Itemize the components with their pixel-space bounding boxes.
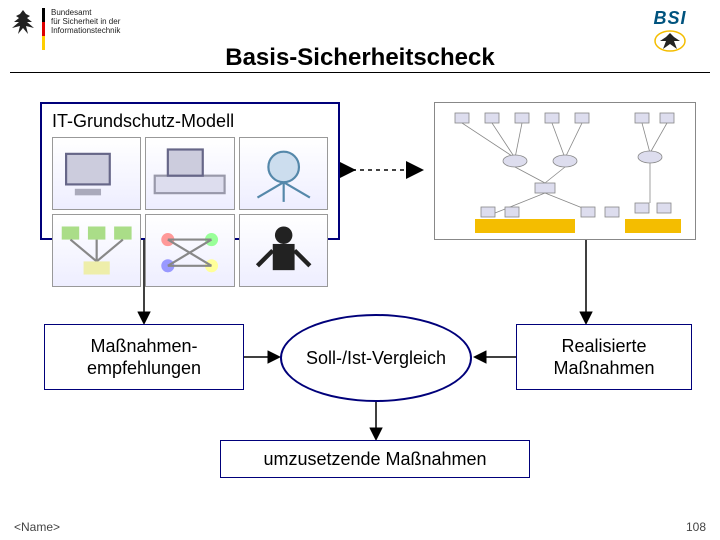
org-name: Bundesamt für Sicherheit in der Informat…: [51, 8, 120, 36]
slide-header: Bundesamt für Sicherheit in der Informat…: [10, 8, 710, 64]
realised-line-2: Maßnahmen: [553, 357, 654, 380]
model-box: IT-Grundschutz-Modell: [40, 102, 340, 240]
eagle-icon: [10, 8, 36, 38]
model-tile: [52, 137, 141, 210]
todo-box: umzusetzende Maßnahmen: [220, 440, 530, 478]
footer-page-number: 108: [686, 520, 706, 534]
bsi-logo-text: BSI: [630, 8, 710, 29]
realised-box: Realisierte Maßnahmen: [516, 324, 692, 390]
model-tile: [145, 214, 234, 287]
model-box-title: IT-Grundschutz-Modell: [52, 110, 234, 137]
org-line-2: für Sicherheit in der: [51, 17, 120, 26]
recommendations-box: Maßnahmen- empfehlungen: [44, 324, 244, 390]
comparison-ellipse: Soll-/Ist-Vergleich: [280, 314, 472, 402]
realised-line-1: Realisierte: [553, 335, 654, 358]
recommendations-line-2: empfehlungen: [87, 357, 201, 380]
diagram-canvas: IT-Grundschutz-Modell: [0, 84, 720, 514]
model-tile-grid: [52, 137, 328, 287]
network-label-bar: [475, 219, 575, 233]
model-tile: [52, 214, 141, 287]
comparison-label: Soll-/Ist-Vergleich: [306, 348, 446, 369]
recommendations-line-1: Maßnahmen-: [87, 335, 201, 358]
header-divider: [10, 72, 710, 73]
model-tile: [239, 214, 328, 287]
network-diagram-box: [434, 102, 696, 240]
network-label-bar: [625, 219, 681, 233]
org-line-3: Informationstechnik: [51, 26, 120, 35]
org-line-1: Bundesamt: [51, 8, 120, 17]
slide-title: Basis-Sicherheitscheck: [10, 44, 710, 72]
footer-name-placeholder: <Name>: [14, 520, 60, 534]
model-tile: [239, 137, 328, 210]
model-tile: [145, 137, 234, 210]
todo-label: umzusetzende Maßnahmen: [263, 448, 486, 471]
